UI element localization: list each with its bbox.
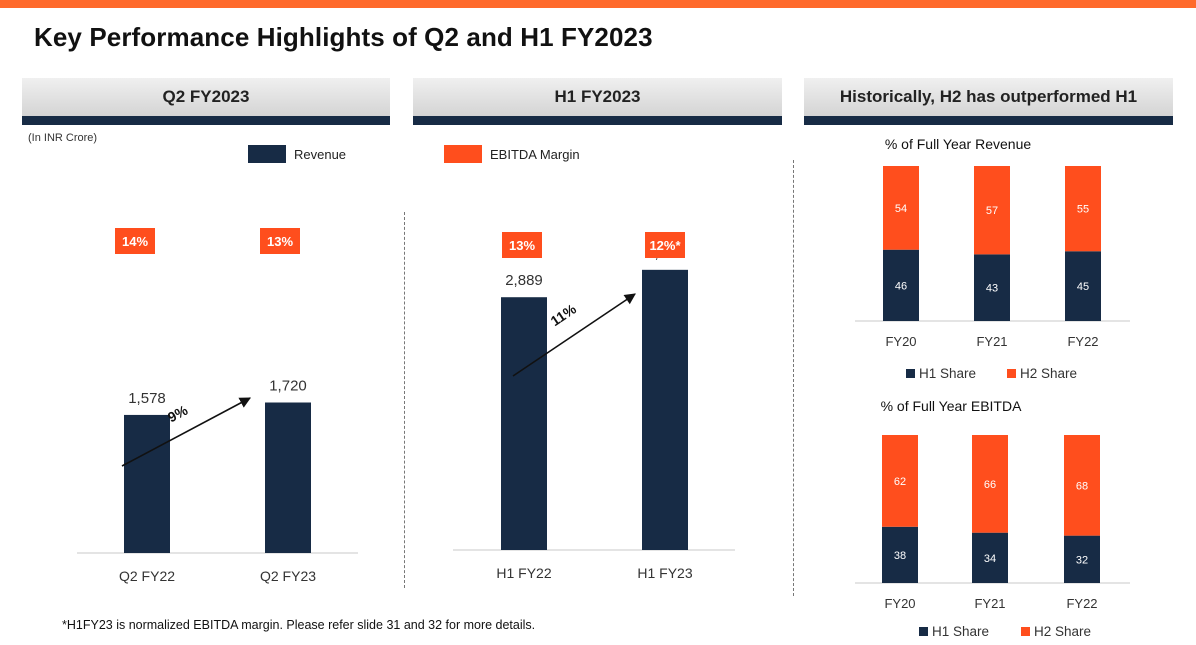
ebitda-margin-badge <box>115 228 155 254</box>
bar-q2-fy23 <box>265 402 311 553</box>
x-tick-label: FY22 <box>1067 334 1098 349</box>
x-tick-label: FY20 <box>884 596 915 611</box>
ebitda-margin-value: 13% <box>267 234 293 249</box>
h2-share-value: 54 <box>895 203 907 215</box>
unit-note: (In INR Crore) <box>28 132 98 144</box>
x-tick-label: H1 FY22 <box>496 565 551 581</box>
h1-share-value: 46 <box>895 280 907 292</box>
bar-h1-share-fy22 <box>1064 535 1100 583</box>
h1-share-value: 34 <box>984 553 996 565</box>
x-tick-label: Q2 FY22 <box>119 568 175 584</box>
panel-header-h1: H1 FY2023 <box>413 78 782 125</box>
h1-share-value: 43 <box>986 283 998 295</box>
h2-share-value: 66 <box>984 479 996 491</box>
legend-ebitda-label: EBITDA Margin <box>490 146 580 162</box>
h2-share-value: 57 <box>986 205 998 217</box>
panel-header-history: Historically, H2 has outperformed H1 <box>804 78 1173 125</box>
legend-revenue-label: Revenue <box>294 146 347 162</box>
bar-h1-share-fy21 <box>974 254 1010 321</box>
legend-h1-swatch <box>906 369 915 378</box>
ebitda-margin-value: 13% <box>509 238 535 253</box>
legend-h1-label: H1 Share <box>919 366 976 381</box>
ebitda-margin-value: 14% <box>122 234 148 249</box>
panel-header-q2: Q2 FY2023 <box>22 78 390 125</box>
h1-share-value: 38 <box>894 550 906 562</box>
legend-ebitda-swatch <box>444 145 482 163</box>
bar-q2-fy22 <box>124 414 170 553</box>
chart-revenue-share: % of Full Year Revenue 46 54 FY20 43 57 FY21 45… <box>855 136 1130 381</box>
stacked-chart-title: % of Full Year Revenue <box>885 136 1032 152</box>
chart-ebitda-share: % of Full Year EBITDA 38 62 FY20 34 66 FY21 32 6… <box>855 398 1130 639</box>
growth-arrow <box>121 397 251 467</box>
bar-h2-share-fy20 <box>882 435 918 527</box>
stacked-chart-title: % of Full Year EBITDA <box>881 398 1023 414</box>
divider-left <box>404 212 405 588</box>
x-tick-label: FY20 <box>885 334 916 349</box>
bar-h2-share-fy21 <box>974 166 1010 255</box>
x-tick-label: H1 FY23 <box>637 565 692 581</box>
ebitda-margin-badge <box>260 228 300 254</box>
legend-h2-swatch <box>1007 369 1016 378</box>
bar-value-label: 2,889 <box>505 272 543 289</box>
bar-h2-share-fy21 <box>972 435 1008 533</box>
bar-h1-share-fy20 <box>883 249 919 321</box>
h2-share-value: 55 <box>1077 204 1089 216</box>
legend-h2-swatch <box>1021 627 1030 636</box>
x-tick-label: Q2 FY23 <box>260 568 316 584</box>
bar-h1-share-fy21 <box>972 532 1008 583</box>
x-tick-label: FY21 <box>976 334 1007 349</box>
h2-share-value: 62 <box>894 476 906 488</box>
x-tick-label: FY21 <box>974 596 1005 611</box>
h1-share-value: 45 <box>1077 281 1089 293</box>
h2-share-value: 68 <box>1076 480 1088 492</box>
bar-h2-share-fy22 <box>1065 166 1101 252</box>
ebitda-margin-badge <box>645 232 685 258</box>
legend-h2-label: H2 Share <box>1020 366 1077 381</box>
ebitda-margin-value: 12%* <box>649 238 681 253</box>
growth-arrow <box>512 293 636 377</box>
ebitda-margin-badge <box>502 232 542 258</box>
top-accent-bar <box>0 0 1196 8</box>
divider-right <box>793 160 794 596</box>
page-title: Key Performance Highlights of Q2 and H1 … <box>34 22 653 52</box>
bar-h1-fy23 <box>642 269 688 550</box>
bar-h1-fy22 <box>501 297 547 550</box>
legend-h2-label: H2 Share <box>1034 624 1091 639</box>
bar-h2-share-fy20 <box>883 166 919 250</box>
bar-h1-share-fy20 <box>882 526 918 583</box>
x-tick-label: FY22 <box>1066 596 1097 611</box>
legend-h1-swatch <box>919 627 928 636</box>
bar-value-label: 1,578 <box>128 390 166 407</box>
bar-h1-share-fy22 <box>1065 251 1101 321</box>
legend-revenue-swatch <box>248 145 286 163</box>
legend-revenue: Revenue <box>248 145 346 163</box>
bar-value-label: 1,720 <box>269 378 307 395</box>
growth-label: 11% <box>547 300 579 329</box>
h1-share-value: 32 <box>1076 554 1088 566</box>
legend-ebitda: EBITDA Margin <box>444 145 580 163</box>
bar-h2-share-fy22 <box>1064 435 1100 536</box>
legend-h1-label: H1 Share <box>932 624 989 639</box>
footnote: *H1FY23 is normalized EBITDA margin. Ple… <box>62 618 536 632</box>
